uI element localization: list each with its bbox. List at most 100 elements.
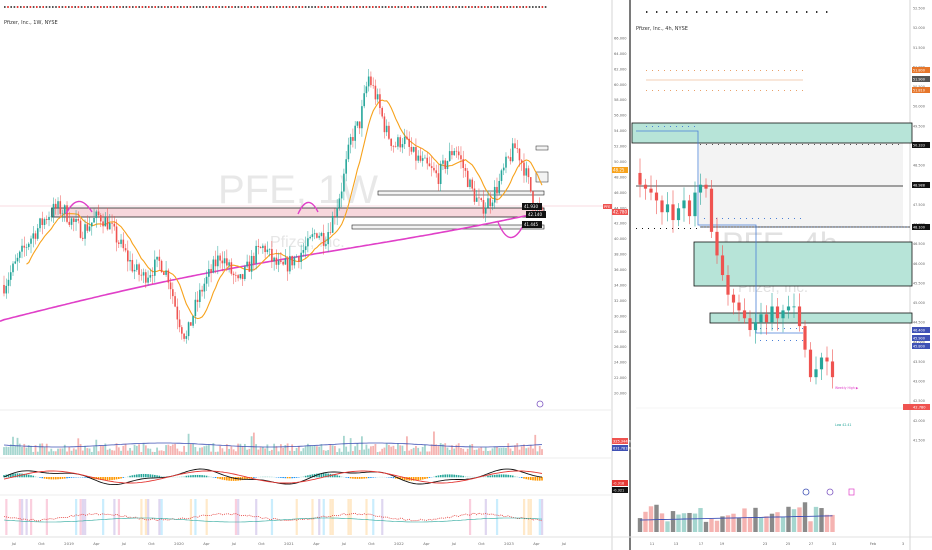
left-oscillator-band bbox=[113, 499, 116, 535]
left-volume-bar bbox=[541, 449, 543, 455]
left-candle-body bbox=[500, 170, 503, 181]
left-time-axis[interactable]: Jul Oct 2019 Apr Jul Oct 2020 Apr Jul Oct 2021 Apr J… bbox=[11, 541, 567, 546]
left-x-tick-label: Jul bbox=[561, 541, 567, 546]
left-macd-bar bbox=[190, 475, 192, 478]
left-candle-body bbox=[50, 216, 53, 218]
right-event-marker-2[interactable] bbox=[826, 488, 834, 496]
left-volume-bar bbox=[124, 443, 127, 455]
left-volume-bar bbox=[129, 447, 131, 455]
left-volume-bar bbox=[122, 445, 125, 455]
left-candle-body bbox=[392, 146, 395, 147]
right-volume-bars bbox=[637, 502, 835, 532]
right-dotted-level-dot bbox=[796, 70, 797, 71]
left-candle-body bbox=[289, 255, 291, 272]
left-volume-bar bbox=[388, 445, 390, 455]
left-oscillator-band bbox=[144, 499, 148, 535]
right-time-axis[interactable]: 11 13 17 19 23 25 27 31 Feb 3 bbox=[650, 542, 904, 546]
left-oscillator-band bbox=[372, 499, 375, 535]
left-candle-body bbox=[113, 223, 116, 227]
left-macd-bar bbox=[111, 477, 113, 481]
left-macd-bar bbox=[136, 474, 138, 478]
left-macd-bar bbox=[433, 476, 435, 478]
right-candle-body bbox=[759, 314, 763, 323]
right-event-marker-1[interactable] bbox=[802, 488, 810, 496]
right-annotation-top: Weekly High ▶ bbox=[835, 386, 859, 390]
right-dotted-level-dot bbox=[778, 144, 779, 145]
left-y-tick-label: 62.000 bbox=[614, 67, 627, 71]
right-dotted-level-dot bbox=[778, 328, 779, 329]
left-macd-bar bbox=[16, 473, 19, 478]
right-small-zone bbox=[709, 312, 913, 324]
left-volume-bar bbox=[189, 444, 192, 455]
right-volume-bar bbox=[830, 514, 835, 532]
left-volume-bar bbox=[165, 445, 167, 455]
left-volume-bar bbox=[343, 435, 345, 455]
left-y-tick-label: 58.000 bbox=[614, 98, 627, 102]
left-macd-bar bbox=[14, 473, 17, 478]
left-volume-bar bbox=[70, 450, 73, 455]
left-candle-body bbox=[437, 173, 440, 184]
left-price-axis[interactable]: 66.000 64.000 62.000 60.000 58.000 56.000 54.0… bbox=[614, 37, 627, 396]
left-candle-body bbox=[401, 144, 404, 148]
left-y-tick-label: 38.000 bbox=[614, 253, 627, 257]
left-volume-bar bbox=[518, 449, 521, 455]
left-volume-bar bbox=[72, 448, 75, 455]
left-arc-2022 bbox=[497, 221, 525, 239]
left-candle-body bbox=[185, 336, 188, 339]
left-volume-bar bbox=[243, 443, 246, 455]
left-volume-bar bbox=[304, 446, 307, 455]
left-event-marker[interactable] bbox=[536, 400, 544, 408]
left-candle-body bbox=[250, 255, 253, 272]
left-volume-bar bbox=[21, 446, 23, 455]
left-volume-bar bbox=[108, 448, 111, 455]
left-y-tick-label: 54.000 bbox=[614, 129, 627, 133]
left-volume-bar bbox=[241, 446, 244, 455]
left-candle-body bbox=[444, 160, 447, 169]
right-dotted-level-dot bbox=[880, 144, 881, 145]
right-annotation-low: Low 42.41 bbox=[835, 423, 851, 427]
left-macd-bar bbox=[271, 476, 273, 478]
right-candle-body bbox=[671, 204, 675, 221]
left-candle-body bbox=[435, 170, 438, 174]
left-oscillator-band bbox=[75, 499, 78, 535]
left-macd-bar bbox=[63, 477, 66, 479]
left-macd-bar bbox=[300, 476, 302, 478]
left-volume-bar bbox=[471, 444, 474, 455]
right-event-marker-3[interactable] bbox=[848, 488, 855, 496]
right-dotted-level-dot bbox=[752, 218, 753, 219]
right-candle-body bbox=[660, 200, 664, 213]
left-volume-bar bbox=[442, 444, 444, 455]
right-price-tag-box bbox=[912, 182, 930, 188]
left-volume-bar bbox=[520, 446, 523, 455]
left-x-tick-label: Jul bbox=[451, 541, 457, 546]
left-macd-bar bbox=[145, 473, 147, 478]
left-volume-tag-2: 631.781M bbox=[613, 447, 631, 451]
left-oscillator-background bbox=[5, 499, 544, 535]
left-candle-body bbox=[394, 146, 397, 147]
left-macd-bar bbox=[352, 477, 354, 479]
left-candle-body bbox=[23, 245, 26, 248]
left-candle-body bbox=[111, 222, 113, 224]
right-volume-bar bbox=[769, 513, 775, 532]
right-dotted-level-dot bbox=[682, 126, 683, 127]
right-dotted-level-dot bbox=[736, 90, 737, 91]
left-macd-bar bbox=[192, 475, 194, 478]
left-volume-bar bbox=[270, 449, 273, 455]
left-volume-bar bbox=[480, 447, 483, 455]
right-y-tick-label: 43.500 bbox=[913, 360, 925, 364]
left-oscillator-band bbox=[189, 499, 193, 535]
left-volume-bar bbox=[131, 450, 134, 455]
left-oscillator-band bbox=[522, 499, 526, 535]
left-volume-bar bbox=[300, 451, 303, 455]
right-dotted-level-dot bbox=[790, 70, 791, 71]
right-candle-body bbox=[742, 310, 747, 319]
left-macd-bar bbox=[498, 474, 501, 478]
left-candle-body bbox=[514, 143, 516, 149]
left-volume-bar bbox=[484, 447, 487, 455]
right-dotted-level-dot bbox=[772, 70, 773, 71]
left-volume-bar bbox=[358, 449, 361, 455]
left-candle-body bbox=[43, 219, 46, 225]
left-macd-bar bbox=[390, 477, 392, 478]
right-x-tick-label: 23 bbox=[763, 542, 768, 546]
